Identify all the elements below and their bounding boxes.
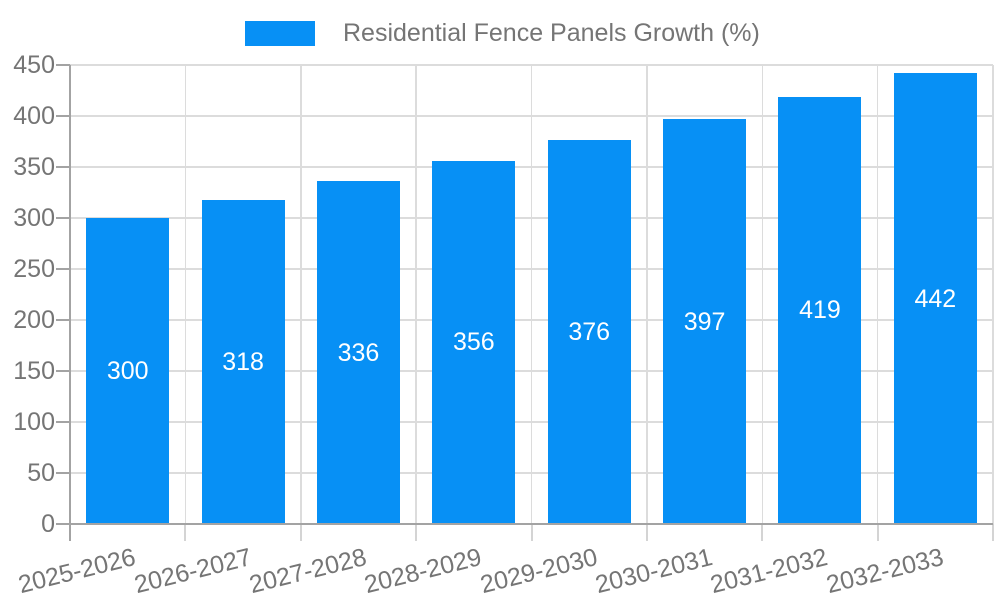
y-tick (56, 370, 70, 372)
bar[interactable] (86, 218, 170, 524)
x-axis-label: 2030-2031 (592, 543, 716, 600)
y-axis-label: 400 (13, 102, 55, 130)
bar[interactable] (201, 199, 285, 524)
x-axis-label: 2026-2027 (131, 543, 254, 600)
y-axis-label: 450 (13, 51, 55, 79)
bar-value-label: 442 (914, 284, 957, 313)
y-axis-label: 300 (13, 204, 55, 232)
y-axis-label: 250 (13, 255, 55, 283)
bar-value-label: 356 (452, 328, 495, 357)
y-axis-label: 50 (27, 459, 55, 487)
x-axis-label: 2031-2032 (707, 543, 831, 600)
x-tick (415, 524, 418, 541)
y-axis-line (69, 65, 71, 541)
y-tick (56, 421, 70, 423)
y-tick (56, 166, 70, 168)
x-axis-line (69, 523, 993, 525)
x-gridline (992, 65, 994, 524)
y-axis-label: 150 (13, 357, 55, 385)
bar[interactable] (893, 73, 977, 524)
x-tick (530, 524, 533, 541)
bar-value-label: 300 (106, 357, 149, 385)
legend-swatch-icon (245, 21, 315, 46)
bar[interactable] (432, 160, 516, 524)
x-tick (761, 524, 764, 541)
y-tick (56, 217, 70, 219)
y-tick (56, 268, 70, 270)
x-gridline (415, 65, 417, 524)
legend[interactable]: Residential Fence Panels Growth (%) (245, 19, 760, 48)
y-axis-label: 0 (41, 510, 55, 538)
y-tick (56, 523, 70, 525)
x-gridline (761, 65, 763, 524)
y-tick (56, 319, 70, 321)
x-gridline (646, 65, 648, 524)
y-axis-label: 200 (13, 306, 55, 334)
bar[interactable] (663, 119, 747, 524)
x-axis-label: 2025-2026 (15, 543, 139, 600)
x-tick (876, 524, 879, 541)
x-axis-label: 2029-2030 (477, 543, 600, 600)
y-tick (56, 115, 70, 117)
x-gridline (530, 65, 533, 524)
bar[interactable] (547, 140, 631, 524)
x-gridline (300, 65, 302, 524)
x-gridline (876, 65, 879, 524)
x-gridline (184, 65, 187, 524)
bar-value-label: 336 (337, 338, 380, 367)
y-tick (56, 472, 70, 474)
bar-value-label: 397 (683, 307, 726, 336)
y-tick (56, 64, 70, 66)
y-axis-label: 350 (13, 153, 55, 181)
bar-value-label: 419 (799, 296, 841, 325)
bar-value-label: 318 (222, 347, 264, 376)
legend-label: Residential Fence Panels Growth (%) (343, 19, 760, 47)
y-axis-label: 100 (13, 408, 55, 436)
x-tick (299, 524, 302, 541)
x-axis-label: 2027-2028 (246, 543, 370, 600)
x-axis-label: 2028-2029 (361, 543, 485, 600)
x-tick (645, 524, 648, 541)
x-tick (184, 524, 187, 541)
x-axis-label: 2032-2033 (823, 543, 947, 600)
bar[interactable] (778, 96, 862, 524)
bar-value-label: 376 (568, 318, 611, 347)
bar[interactable] (316, 181, 400, 524)
x-tick (992, 524, 994, 541)
